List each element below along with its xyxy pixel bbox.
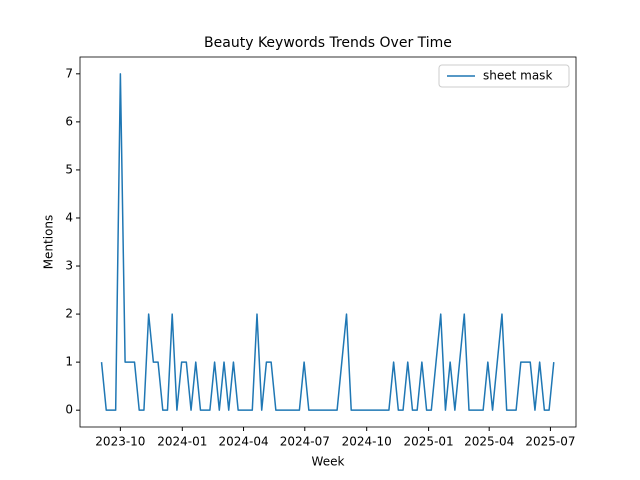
line-series (100, 73, 555, 411)
x-tick-label: 2025-04 (464, 435, 514, 449)
y-tick-label: 7 (65, 66, 73, 80)
x-tick-label: 2025-01 (404, 435, 454, 449)
x-tick-label: 2024-01 (157, 435, 207, 449)
y-tick-label: 0 (65, 403, 73, 417)
y-tick-label: 1 (65, 355, 73, 369)
x-tick-label: 2025-07 (525, 435, 575, 449)
plot-frame (79, 56, 577, 428)
y-tick-label: 6 (65, 114, 73, 128)
y-tick-label: 5 (65, 162, 73, 176)
y-tick-label: 4 (65, 210, 73, 224)
legend-box (438, 64, 570, 88)
x-tick-label: 2023-10 (95, 435, 145, 449)
legend-label: sheet mask (483, 69, 552, 83)
x-tick-label: 2024-10 (342, 435, 392, 449)
y-tick-label: 2 (65, 307, 73, 321)
x-tick-label: 2024-04 (218, 435, 268, 449)
y-tick-label: 3 (65, 259, 73, 273)
y-axis-label: Mentions (42, 215, 56, 270)
x-axis-label: Week (312, 455, 345, 469)
x-tick-label: 2024-07 (280, 435, 330, 449)
chart-title: Beauty Keywords Trends Over Time (204, 35, 452, 51)
